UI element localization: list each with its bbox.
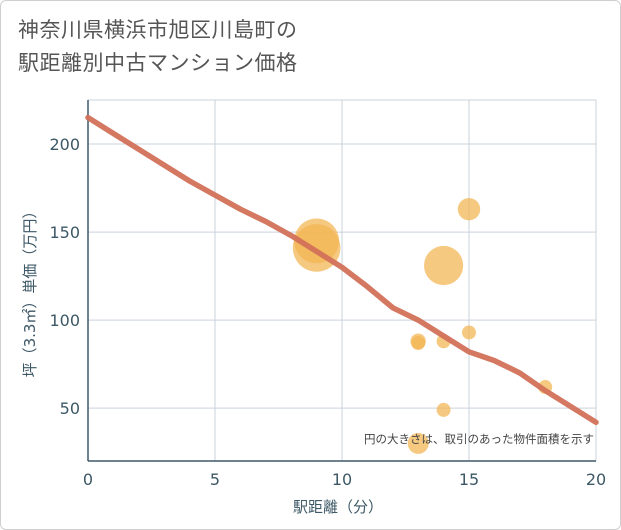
x-tick-label: 20 [586,470,606,489]
data-point-5 [424,245,464,286]
data-point-7 [436,402,451,417]
y-tick-label: 200 [49,135,80,154]
y-tick-label: 50 [60,399,80,418]
trend-line [85,114,599,426]
chart-title-line-2: 駅距離別中古マンション価格 [18,51,298,75]
chart-title-line-1: 神奈川県横浜市旭区川島町の [18,18,298,42]
x-tick-label: 15 [459,470,479,489]
x-tick-label: 10 [332,470,352,489]
x-tick-label: 0 [83,470,93,489]
data-point-3 [411,336,426,351]
x-axis-label: 駅距離（分） [293,498,383,516]
y-tick-label: 150 [49,223,80,242]
bubble-size-note: 円の大きさは、取引のあった物件面積を示す [364,432,594,446]
y-tick-label: 100 [49,311,80,330]
data-point-9 [462,325,476,340]
data-point-4 [407,432,429,454]
y-axis-label: 坪（3.3㎡）単価（万円） [21,204,39,378]
chart-title: 神奈川県横浜市旭区川島町の 駅距離別中古マンション価格 [18,14,298,80]
data-point-8 [457,197,481,221]
x-tick-label: 5 [210,470,220,489]
